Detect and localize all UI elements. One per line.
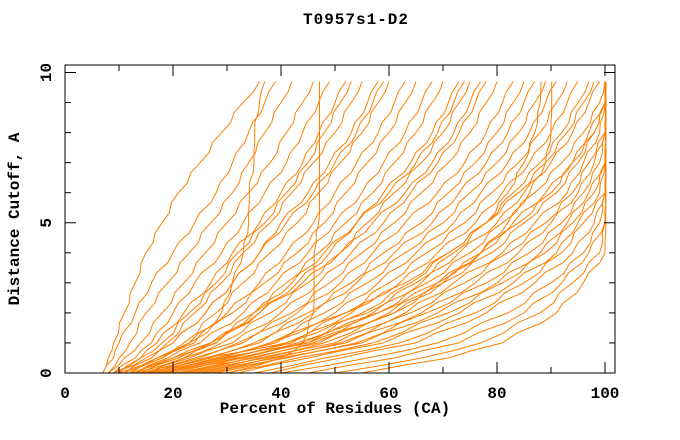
gdt-curve xyxy=(162,81,553,374)
gdt-curve xyxy=(129,81,406,374)
gdt-curve xyxy=(183,81,607,374)
gdt-curve xyxy=(107,81,293,374)
x-tick-label: 0 xyxy=(60,385,70,403)
axes-layer xyxy=(64,64,616,374)
y-tick-label: 5 xyxy=(38,218,56,228)
gdt-curve xyxy=(118,81,347,374)
gdt-curve xyxy=(145,81,487,374)
gdt-curve xyxy=(253,81,607,374)
y-axis-label: Distance Cutoff, A xyxy=(6,132,24,306)
y-tick-label: 0 xyxy=(38,368,56,378)
x-tick-label: 40 xyxy=(271,385,290,403)
gdt-curve xyxy=(102,81,260,374)
gdt-curve xyxy=(134,81,433,374)
gdt-curve xyxy=(118,81,390,374)
gdt-curve xyxy=(167,81,595,374)
gdt-curve xyxy=(113,81,352,374)
chart-title: T0957s1-D2 xyxy=(302,11,410,29)
gdt-curve xyxy=(124,81,417,374)
gdt-curve xyxy=(140,81,460,374)
gdt-curve xyxy=(107,81,314,374)
gdt-curve xyxy=(162,81,557,374)
plot-box xyxy=(64,64,616,374)
gdt-curve xyxy=(151,81,466,374)
gdt-curve xyxy=(172,81,601,374)
tick-labels: 0 20 40 60 80 100 0 5 10 xyxy=(38,63,619,403)
gdt-curve xyxy=(113,81,331,374)
x-axis-label: Percent of Residues (CA) xyxy=(219,400,451,418)
gdt-curve xyxy=(151,81,514,374)
x-tick-label: 60 xyxy=(379,385,398,403)
gdt-curve xyxy=(134,81,482,374)
gdt-curve xyxy=(129,81,266,374)
x-tick-label: 100 xyxy=(591,385,620,403)
gdt-curve xyxy=(189,81,606,374)
gdt-curve xyxy=(361,81,607,374)
gdt-curve xyxy=(113,81,363,374)
y-tick-label: 10 xyxy=(38,63,56,82)
gdt-curve xyxy=(178,81,606,374)
gdt-curve xyxy=(124,81,385,374)
curves-layer xyxy=(102,81,607,374)
gdt-curve xyxy=(135,81,471,374)
gdt-curve xyxy=(102,81,277,374)
gdt-curve xyxy=(145,81,542,374)
x-tick-label: 80 xyxy=(487,385,506,403)
x-tick-label: 20 xyxy=(163,385,182,403)
gdt-curve xyxy=(156,81,536,374)
